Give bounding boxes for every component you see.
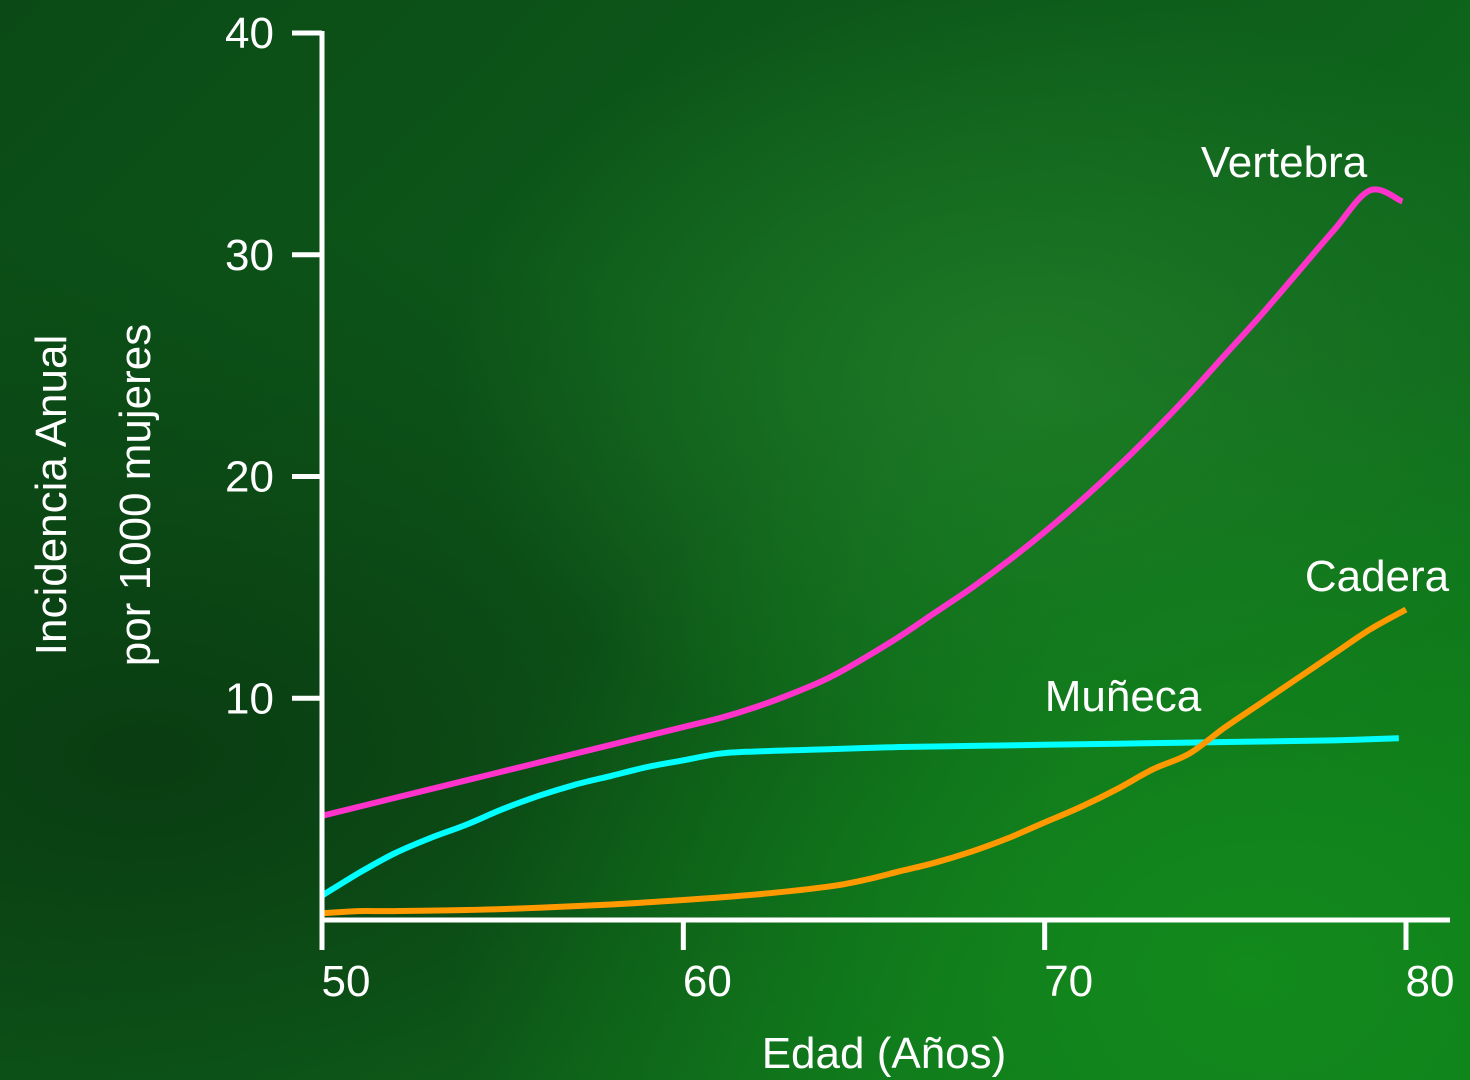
y-axis-title-line-2: por 1000 mujeres bbox=[111, 324, 160, 666]
x-tick-label-50: 50 bbox=[322, 957, 371, 1006]
y-tick-label-30: 30 bbox=[225, 231, 274, 280]
series-label-muneca: Muñeca bbox=[1045, 672, 1202, 721]
y-tick-label-10: 10 bbox=[225, 674, 274, 723]
x-tick-label-80: 80 bbox=[1406, 957, 1455, 1006]
label-layer: 10 20 30 40 50 60 70 80 Edad (Años) Incidencia An… bbox=[27, 9, 1454, 1078]
y-tick-label-40: 40 bbox=[225, 9, 274, 58]
series-layer bbox=[320, 186, 1408, 917]
series-label-cadera: Cadera bbox=[1305, 552, 1450, 601]
axis-layer bbox=[292, 30, 1450, 950]
series-label-vertebra: Vertebra bbox=[1201, 138, 1368, 187]
y-axis-title: Incidencia Anual por 1000 mujeres bbox=[27, 324, 160, 666]
series-line-cadera bbox=[321, 606, 1408, 917]
x-tick-label-70: 70 bbox=[1044, 957, 1093, 1006]
y-axis-title-line-1: Incidencia Anual bbox=[27, 335, 76, 655]
x-tick-label-60: 60 bbox=[683, 957, 732, 1006]
x-axis-title: Edad (Años) bbox=[762, 1029, 1007, 1078]
series-line-muneca bbox=[320, 735, 1399, 899]
y-tick-label-20: 20 bbox=[225, 453, 274, 502]
series-line-vertebra bbox=[321, 186, 1404, 819]
